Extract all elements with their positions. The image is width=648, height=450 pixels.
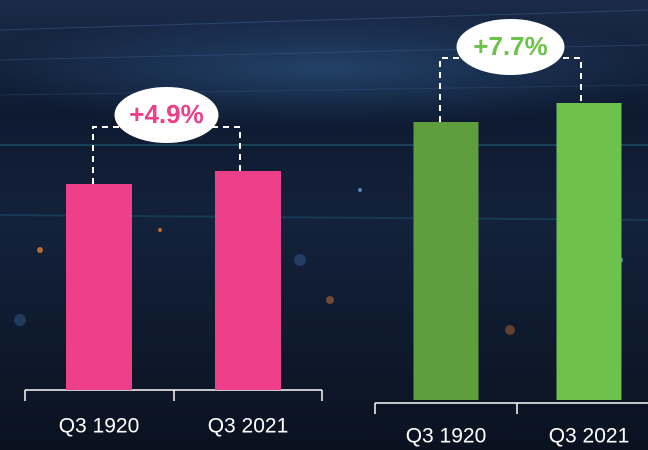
bar — [413, 122, 479, 400]
annotation-bubble — [114, 87, 219, 143]
annotation: +4.9% — [129, 99, 203, 129]
bar — [66, 184, 132, 390]
annotation-bubble — [456, 19, 565, 75]
bar — [215, 171, 281, 390]
bar — [556, 103, 622, 400]
annotation: +7.7% — [473, 31, 547, 61]
x-tick-label: Q3 2021 — [208, 415, 289, 438]
x-tick-label: Q3 2021 — [549, 425, 630, 448]
x-tick-label: Q3 1920 — [59, 415, 140, 438]
x-tick-label: Q3 1920 — [406, 425, 487, 448]
charts: Q3 1920 Q3 2021 +4.9% Q3 1920 Q3 2021 +7.7% — [24, 19, 648, 448]
comparison-bracket — [92, 126, 241, 184]
